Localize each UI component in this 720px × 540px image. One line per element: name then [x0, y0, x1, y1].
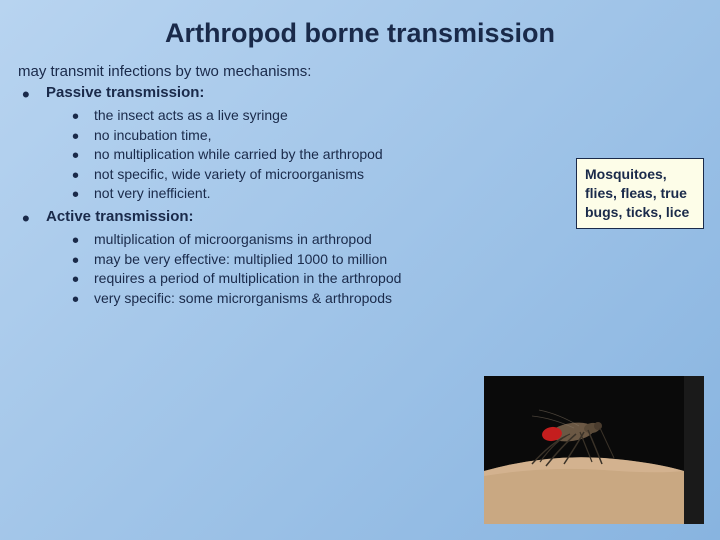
list-item: requires a period of multiplication in t…	[70, 269, 720, 289]
slide-title: Arthropod borne transmission	[0, 0, 720, 63]
list-item: very specific: some microrganisms & arth…	[70, 289, 720, 309]
list-item: multiplication of microorganisms in arth…	[70, 230, 720, 250]
list-item: may be very effective: multiplied 1000 t…	[70, 250, 720, 270]
intro-text: may transmit infections by two mechanism…	[0, 63, 720, 84]
list-item: no incubation time,	[70, 126, 720, 146]
active-items: multiplication of microorganisms in arth…	[46, 230, 720, 308]
mosquito-image	[484, 376, 704, 524]
list-item: the insect acts as a live syringe	[70, 106, 720, 126]
passive-label: Passive transmission:	[46, 84, 204, 101]
examples-callout: Mosquitoes, flies, fleas, true bugs, tic…	[576, 158, 704, 229]
active-label: Active transmission:	[46, 208, 194, 225]
